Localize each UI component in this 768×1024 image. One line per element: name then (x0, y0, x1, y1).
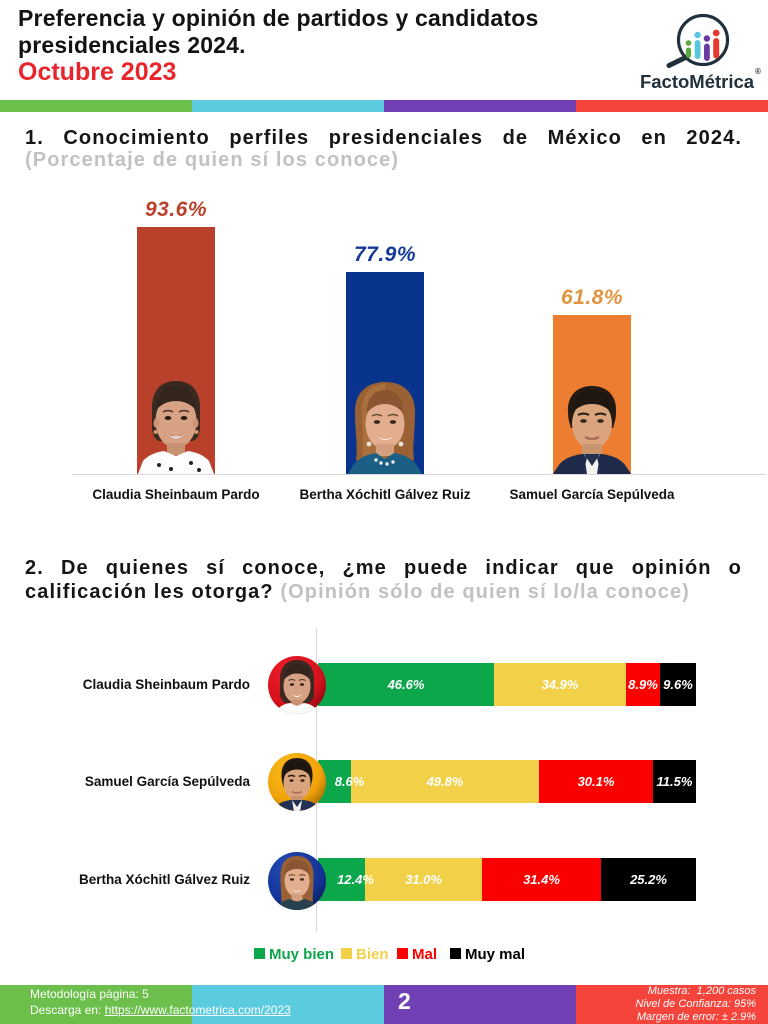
svg-text:FactoMétrica: FactoMétrica (640, 71, 755, 92)
svg-text:®: ® (755, 67, 761, 76)
